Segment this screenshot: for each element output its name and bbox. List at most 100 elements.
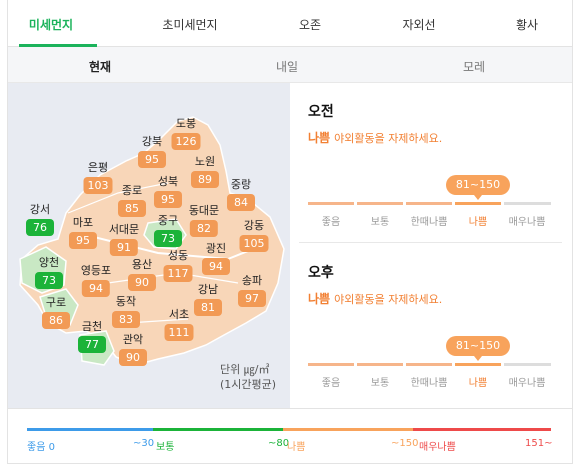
- pm-title: 오후: [308, 265, 334, 281]
- scale-label-good: 좋음: [321, 378, 341, 389]
- scale-segment-normal: [357, 363, 403, 366]
- scale-segment-bad: [455, 363, 501, 366]
- district-yeongdeungpo[interactable]: 영등포 94: [81, 264, 111, 297]
- am-scale: 좋음 보통 한때나쁨 나쁨 매우나쁨: [308, 202, 551, 242]
- district-value: 97: [238, 290, 266, 307]
- scale-segment-good: [308, 363, 354, 366]
- tab-ozone[interactable]: 오존: [298, 18, 322, 32]
- legend-bar-normal: [153, 428, 283, 431]
- legend-bar-good: [27, 428, 153, 431]
- district-gangbuk[interactable]: 강북 95: [138, 135, 166, 168]
- scale-label-normal: 보통: [370, 217, 390, 228]
- active-tab-indicator: [19, 44, 97, 47]
- pollutant-tabs: 미세먼지 초미세먼지 오존 자외선 황사: [7, 0, 573, 47]
- district-songpa[interactable]: 송파 97: [238, 274, 266, 307]
- district-value: 95: [154, 191, 182, 208]
- scale-segment-temp-bad: [406, 202, 452, 205]
- am-range-bubble: 81~150: [446, 175, 510, 200]
- subtab-now[interactable]: 현재: [88, 60, 112, 74]
- pm-scale: 좋음 보통 한때나쁨 나쁨 매우나쁨: [308, 363, 551, 403]
- district-name: 강서: [29, 203, 51, 216]
- district-gangnam[interactable]: 강남 81: [194, 283, 222, 316]
- seoul-district-map: 도봉 126 강북 95 노원 89 은평 103 종로 85 성북 95 중랑 84 동대문…: [8, 83, 290, 408]
- district-name: 영등포: [80, 264, 112, 277]
- pm-forecast-panel: 오후 나쁨 야외활동을 자제하세요. 81~150 좋음 보통 한때나쁨 나쁨 매…: [308, 262, 558, 392]
- legend-bar-bad: [283, 428, 413, 431]
- district-junggu[interactable]: 중구 73: [154, 214, 182, 247]
- am-forecast-panel: 오전 나쁨 야외활동을 자제하세요. 81~150 좋음 보통 한때나쁨 나쁨 매…: [308, 101, 558, 231]
- district-value: 90: [119, 349, 147, 366]
- scale-label-bad: 나쁨: [468, 217, 488, 228]
- unit-label: 단위 ㎍/㎥: [220, 363, 270, 376]
- district-value: 94: [82, 280, 110, 297]
- district-jongno[interactable]: 종로 85: [118, 184, 146, 217]
- district-value: 77: [78, 336, 106, 353]
- tab-yellow-dust[interactable]: 황사: [515, 18, 539, 32]
- district-mapo[interactable]: 마포 95: [69, 216, 97, 249]
- pm-message: 야외활동을 자제하세요.: [334, 293, 443, 306]
- scale-label-very-bad: 매우나쁨: [508, 378, 546, 389]
- pm-status: 나쁨 야외활동을 자제하세요.: [308, 290, 558, 307]
- tab-uv[interactable]: 자외선: [402, 18, 436, 32]
- district-seodaemun[interactable]: 서대문 91: [109, 223, 139, 256]
- legend-range-very-bad: 151~: [525, 438, 553, 449]
- scale-label-normal: 보통: [370, 378, 390, 389]
- district-value: 89: [191, 171, 219, 188]
- district-name: 노원: [194, 155, 216, 168]
- panel-divider: [299, 242, 562, 243]
- district-name: 용산: [131, 258, 153, 271]
- district-jungnang[interactable]: 중랑 84: [227, 178, 255, 211]
- district-yongsan[interactable]: 용산 90: [128, 258, 156, 291]
- district-seongbuk[interactable]: 성북 95: [154, 175, 182, 208]
- district-name: 마포: [72, 216, 94, 229]
- district-value: 117: [163, 265, 193, 282]
- district-name: 서대문: [108, 223, 140, 236]
- district-name: 강동: [243, 219, 265, 232]
- subtab-tomorrow[interactable]: 내일: [275, 60, 299, 74]
- district-gwangjin[interactable]: 광진 94: [202, 242, 230, 275]
- legend-label-normal: 보통: [156, 442, 175, 453]
- district-name: 송파: [241, 274, 263, 287]
- scale-label-temp-bad: 한때나쁨: [410, 217, 448, 228]
- district-eunpyeong[interactable]: 은평 103: [83, 161, 113, 194]
- district-dongjak[interactable]: 동작 83: [112, 295, 140, 328]
- district-value: 73: [35, 272, 63, 289]
- district-name: 구로: [45, 296, 67, 309]
- subtab-day-after[interactable]: 모레: [462, 60, 486, 74]
- scale-label-good: 좋음: [321, 217, 341, 228]
- district-gangseo[interactable]: 강서 76: [26, 203, 54, 236]
- district-name: 중랑: [230, 178, 252, 191]
- legend-range-good: ~30: [133, 438, 155, 449]
- am-message: 야외활동을 자제하세요.: [334, 132, 443, 145]
- district-value: 86: [42, 312, 70, 329]
- district-value: 91: [110, 239, 138, 256]
- district-value: 76: [26, 219, 54, 236]
- district-geumcheon[interactable]: 금천 77: [78, 320, 106, 353]
- pm-level: 나쁨: [308, 292, 331, 306]
- district-gwanak[interactable]: 관악 90: [119, 333, 147, 366]
- pm-range-bubble: 81~150: [446, 336, 510, 361]
- legend-bar-very-bad: [413, 428, 551, 431]
- district-value: 84: [227, 194, 255, 211]
- district-guro[interactable]: 구로 86: [42, 296, 70, 329]
- district-gangdong[interactable]: 강동 105: [239, 219, 269, 252]
- district-name: 동대문: [188, 204, 220, 217]
- tab-fine-dust[interactable]: 미세먼지: [28, 18, 74, 32]
- district-name: 강남: [197, 283, 219, 296]
- district-value: 111: [164, 324, 194, 341]
- scale-segment-temp-bad: [406, 363, 452, 366]
- district-name: 강북: [141, 135, 163, 148]
- district-value: 82: [190, 220, 218, 237]
- district-value: 85: [118, 200, 146, 217]
- air-quality-legend: 좋음 0 ~30 보통 ~80 나쁨 ~150 매우나쁨 151~: [7, 408, 573, 464]
- am-title: 오전: [308, 104, 334, 120]
- district-seongdong[interactable]: 성동 117: [163, 249, 193, 282]
- legend-range-normal: ~80: [268, 438, 290, 449]
- district-dongdaemun[interactable]: 동대문 82: [189, 204, 219, 237]
- district-seocho[interactable]: 서초 111: [164, 308, 194, 341]
- district-nowon[interactable]: 노원 89: [191, 155, 219, 188]
- district-name: 양천: [38, 256, 60, 269]
- tab-ultrafine-dust[interactable]: 초미세먼지: [162, 18, 218, 32]
- district-dobong[interactable]: 도봉 126: [171, 117, 201, 150]
- district-yangcheon[interactable]: 양천 73: [35, 256, 63, 289]
